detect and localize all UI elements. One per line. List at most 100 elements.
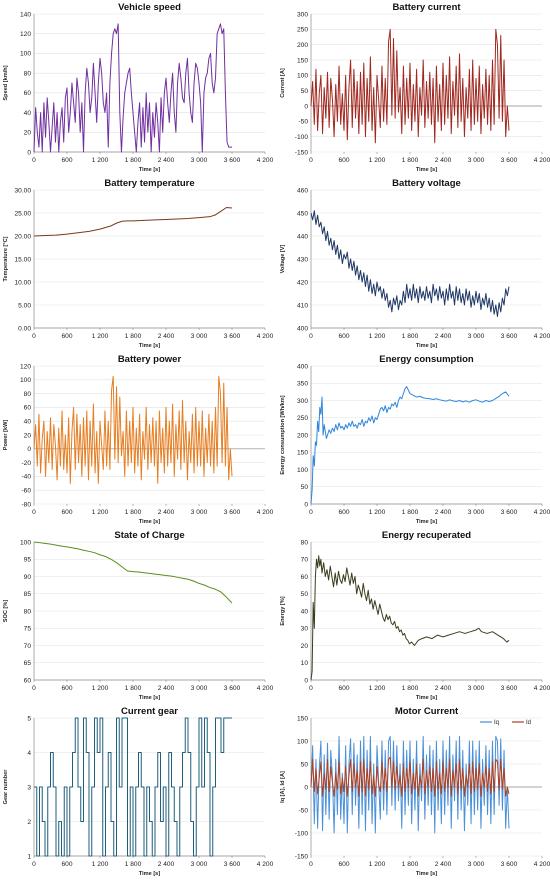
y-tick-label: 100 [20,539,31,546]
x-tick-label: 1 800 [125,333,142,340]
legend-label: Iq [494,720,499,726]
x-tick-label: 1 800 [402,685,419,692]
x-tick-label: 3 000 [468,685,485,692]
x-tick-label: 2 400 [158,333,175,340]
y-tick-label: 350 [297,381,308,388]
soc-title: State of Charge [114,530,184,541]
y-tick-label: 150 [297,57,308,64]
x-tick-label: 3 000 [468,333,485,340]
y-axis-label: Gear number [3,769,9,805]
y-tick-label: 20 [24,130,32,137]
x-axis-label: Time [s] [416,871,437,877]
y-tick-label: 80 [24,70,32,77]
y-tick-label: 70 [24,643,32,650]
y-tick-label: 100 [297,738,308,745]
x-tick-label: 0 [309,685,313,692]
y-tick-label: -60 [21,488,31,495]
recuperated-chart-svg: Energy recuperated 0 10 20 30 40 50 60 70 80 0 600 1… [280,530,550,701]
x-tick-label: 3 600 [224,157,241,164]
x-tick-label: 1 200 [92,685,109,692]
y-tick-label: 440 [297,233,308,240]
x-tick-label: 3 600 [224,861,241,868]
temperature-chart: Battery temperature 0.00 5.00 10.00 15.00 20.… [0,176,273,352]
soc-chart-svg: State of Charge 60 65 70 75 80 85 90 95 100 0 600 1 … [3,530,273,701]
y-tick-label: 80 [24,608,32,615]
y-tick-label: 40 [24,419,32,426]
x-tick-label: 600 [338,157,349,164]
x-tick-label: 1 200 [369,861,386,868]
x-tick-label: 3 600 [501,157,518,164]
temperature-title: Battery temperature [104,178,194,189]
y-tick-label: 0 [304,677,308,684]
y-tick-label: -20 [21,460,31,467]
power-chart: Battery power -80 -60 -40 -20 0 20 40 60 80 100 120… [0,352,273,528]
temperature-chart-svg: Battery temperature 0.00 5.00 10.00 15.00 20.… [3,178,273,349]
y-axis-label: Energy [%] [280,596,286,625]
x-tick-label: 600 [61,509,72,516]
x-tick-label: 1 800 [402,509,419,516]
recuperated-series-line [310,555,510,681]
x-tick-label: 2 400 [158,861,175,868]
x-tick-label: 3 000 [191,861,208,868]
x-tick-label: 1 200 [92,333,109,340]
y-tick-label: 200 [297,42,308,49]
y-axis-label: SOC [%] [3,600,9,623]
y-tick-label: 100 [20,51,31,58]
y-tick-label: -100 [295,830,309,837]
y-tick-label: 4 [27,750,31,757]
consumption-chart: Energy consumption 0 50 100 150 200 250 300 350 4… [277,352,550,528]
y-tick-label: 20 [24,432,32,439]
x-tick-label: 0 [32,333,36,340]
x-tick-label: 3 600 [501,509,518,516]
y-tick-label: 420 [297,279,308,286]
x-tick-label: 4 200 [534,509,550,516]
y-tick-label: 120 [20,363,31,370]
x-tick-label: 4 200 [257,861,273,868]
x-tick-label: 1 200 [92,861,109,868]
y-tick-label: 100 [20,377,31,384]
y-tick-label: 300 [297,11,308,18]
x-tick-label: 1 200 [92,157,109,164]
x-tick-label: 2 400 [435,509,452,516]
y-tick-label: -150 [295,853,309,860]
x-axis-label: Time [s] [416,519,437,525]
x-tick-label: 600 [338,333,349,340]
x-tick-label: 600 [61,685,72,692]
y-tick-label: 3 [27,784,31,791]
y-tick-label: 5.00 [18,302,31,309]
y-tick-label: 60 [301,574,309,581]
y-axis-label: Power [kW] [3,420,9,451]
x-tick-label: 600 [338,861,349,868]
x-tick-label: 600 [338,509,349,516]
y-tick-label: 50 [301,484,309,491]
x-axis-label: Time [s] [139,167,160,173]
speed-chart-svg: Vehicle speed 0 20 40 60 80 100 120 140 0 600 1 200… [3,2,273,173]
x-tick-label: 2 400 [158,157,175,164]
y-tick-label: 0 [304,784,308,791]
x-tick-label: 3 000 [191,685,208,692]
x-tick-label: 3 600 [501,685,518,692]
y-tick-label: 0 [304,103,308,110]
gear-chart-svg: Current gear 1 2 3 4 5 0 600 1 200 1 800 2 400 3 00… [3,706,273,877]
x-tick-label: 600 [61,861,72,868]
x-tick-label: 3 000 [191,157,208,164]
x-tick-label: 1 200 [369,509,386,516]
consumption-title: Energy consumption [379,354,474,365]
y-tick-label: 30.00 [14,187,31,194]
x-tick-label: 3 600 [501,861,518,868]
y-tick-label: 400 [297,325,308,332]
y-tick-label: -80 [21,501,31,508]
y-tick-label: 450 [297,210,308,217]
y-tick-label: 25.00 [14,210,31,217]
x-tick-label: 3 000 [468,509,485,516]
x-tick-label: 4 200 [257,685,273,692]
y-tick-label: -100 [295,134,309,141]
y-tick-label: 10 [301,660,309,667]
x-tick-label: 3 600 [224,685,241,692]
recuperated-chart: Energy recuperated 0 10 20 30 40 50 60 70 80 0 600 1… [277,528,550,704]
y-tick-label: 100 [297,467,308,474]
x-tick-label: 1 200 [369,333,386,340]
y-tick-label: -50 [298,807,308,814]
x-tick-label: 4 200 [534,333,550,340]
power-chart-svg: Battery power -80 -60 -40 -20 0 20 40 60 80 100 120… [3,354,273,525]
